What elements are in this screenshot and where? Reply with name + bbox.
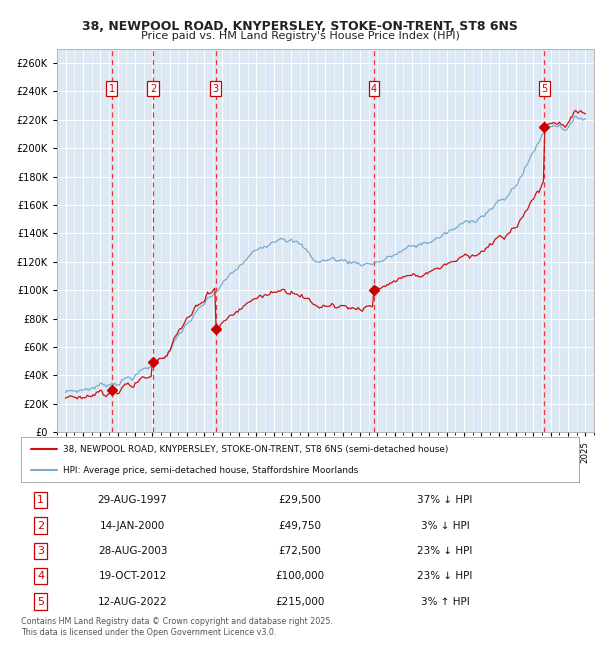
Text: 3% ↓ HPI: 3% ↓ HPI	[421, 521, 469, 530]
Text: 3: 3	[212, 83, 219, 94]
Text: £29,500: £29,500	[278, 495, 322, 505]
Text: 3% ↑ HPI: 3% ↑ HPI	[421, 597, 469, 606]
Text: 1: 1	[109, 83, 115, 94]
Text: 12-AUG-2022: 12-AUG-2022	[98, 597, 167, 606]
Text: £100,000: £100,000	[275, 571, 325, 581]
Text: 37% ↓ HPI: 37% ↓ HPI	[418, 495, 473, 505]
Text: 5: 5	[541, 83, 547, 94]
Text: 28-AUG-2003: 28-AUG-2003	[98, 546, 167, 556]
Text: Price paid vs. HM Land Registry's House Price Index (HPI): Price paid vs. HM Land Registry's House …	[140, 31, 460, 41]
Text: 14-JAN-2000: 14-JAN-2000	[100, 521, 165, 530]
Text: 1: 1	[37, 495, 44, 505]
Text: 3: 3	[37, 546, 44, 556]
Text: 29-AUG-1997: 29-AUG-1997	[98, 495, 167, 505]
Text: 5: 5	[37, 597, 44, 606]
Text: 23% ↓ HPI: 23% ↓ HPI	[418, 546, 473, 556]
Text: 38, NEWPOOL ROAD, KNYPERSLEY, STOKE-ON-TRENT, ST8 6NS (semi-detached house): 38, NEWPOOL ROAD, KNYPERSLEY, STOKE-ON-T…	[63, 445, 448, 454]
Text: 38, NEWPOOL ROAD, KNYPERSLEY, STOKE-ON-TRENT, ST8 6NS: 38, NEWPOOL ROAD, KNYPERSLEY, STOKE-ON-T…	[82, 20, 518, 32]
Text: £49,750: £49,750	[278, 521, 322, 530]
Text: 23% ↓ HPI: 23% ↓ HPI	[418, 571, 473, 581]
Text: 2: 2	[37, 521, 44, 530]
Text: Contains HM Land Registry data © Crown copyright and database right 2025.
This d: Contains HM Land Registry data © Crown c…	[21, 618, 333, 637]
Text: HPI: Average price, semi-detached house, Staffordshire Moorlands: HPI: Average price, semi-detached house,…	[63, 465, 358, 474]
Text: 4: 4	[37, 571, 44, 581]
Text: 19-OCT-2012: 19-OCT-2012	[98, 571, 167, 581]
Text: £72,500: £72,500	[278, 546, 322, 556]
Text: 4: 4	[371, 83, 377, 94]
Text: £215,000: £215,000	[275, 597, 325, 606]
Text: 2: 2	[150, 83, 156, 94]
